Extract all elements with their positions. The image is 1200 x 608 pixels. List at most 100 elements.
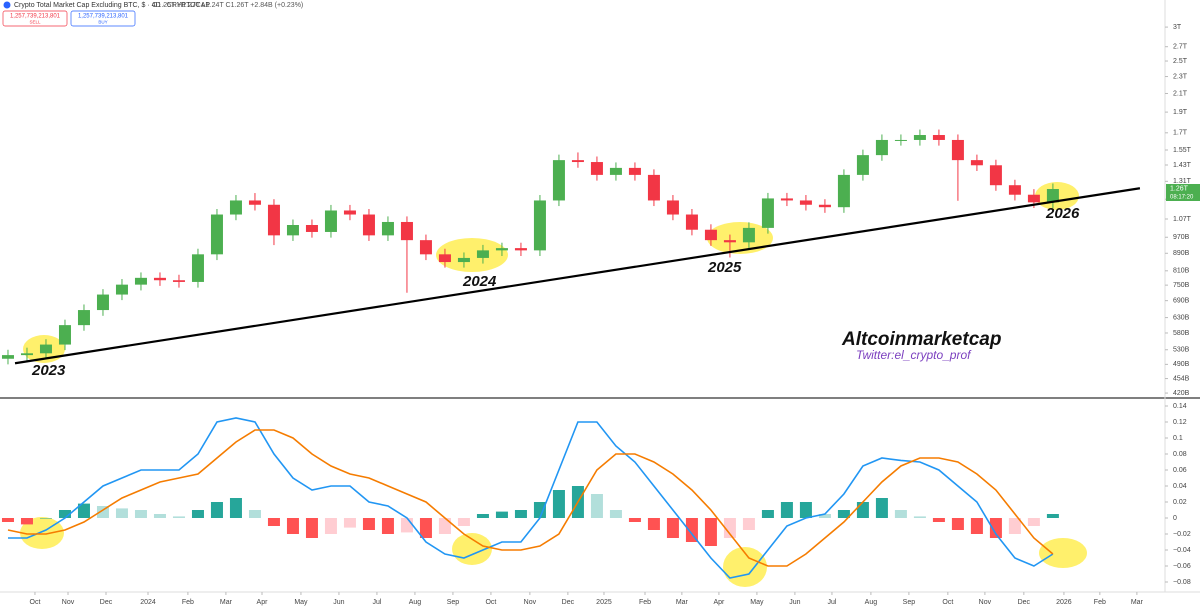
x-tick-label: Dec xyxy=(562,599,575,606)
histogram-bar xyxy=(780,502,793,518)
x-tick-label: Nov xyxy=(62,599,75,606)
y-tick-label: −0.08 xyxy=(1173,579,1191,586)
histogram-bar xyxy=(343,518,356,528)
candle-body xyxy=(913,135,926,140)
candle-body xyxy=(799,200,812,205)
candle-body xyxy=(609,167,622,175)
histogram-bar xyxy=(951,518,964,530)
candle-body xyxy=(172,280,185,282)
candle-body xyxy=(438,254,451,263)
candle-body xyxy=(837,174,850,208)
candle-body xyxy=(343,210,356,215)
x-tick-label: Oct xyxy=(30,599,41,606)
y-tick-label: 0.14 xyxy=(1173,403,1187,410)
y-tick-label: 0.1 xyxy=(1173,435,1183,442)
x-tick-label: Dec xyxy=(100,599,113,606)
x-tick-label: Jul xyxy=(372,599,381,606)
x-tick-label: Feb xyxy=(639,599,651,606)
x-tick-label: Oct xyxy=(942,599,953,606)
histogram-bar xyxy=(742,518,755,530)
y-tick-label: 1.7T xyxy=(1173,130,1188,137)
histogram-bar xyxy=(324,518,337,534)
histogram-bar xyxy=(20,518,33,525)
y-tick-label: 2.5T xyxy=(1173,58,1188,65)
x-tick-label: Aug xyxy=(409,599,422,606)
candle-body xyxy=(571,160,584,163)
candle-body xyxy=(685,214,698,230)
histogram-bar xyxy=(58,510,71,518)
y-tick-label: 690B xyxy=(1173,297,1190,304)
x-tick-label: Oct xyxy=(485,599,496,606)
y-tick-label: 0.06 xyxy=(1173,467,1187,474)
histogram-bar xyxy=(609,510,622,518)
candle-body xyxy=(324,210,337,232)
histogram-bar xyxy=(115,508,128,518)
sell-button[interactable] xyxy=(2,10,68,27)
symbol-icon xyxy=(3,1,11,9)
buy-button[interactable] xyxy=(70,10,136,27)
candle-body xyxy=(248,200,261,205)
y-tick-label: 0 xyxy=(1173,515,1177,522)
candle-body xyxy=(476,250,489,258)
candle-body xyxy=(115,284,128,295)
candle-body xyxy=(153,277,166,281)
candle-body xyxy=(96,294,109,311)
x-tick-label: May xyxy=(750,599,764,606)
y-tick-label: 1.07T xyxy=(1173,216,1192,223)
x-tick-label: Apr xyxy=(713,599,725,606)
histogram-bar xyxy=(533,502,546,518)
candle-body xyxy=(191,254,204,282)
x-tick-label: Jun xyxy=(789,599,800,606)
candle-body xyxy=(723,240,736,243)
histogram-bar xyxy=(894,510,907,518)
y-tick-label: 0.08 xyxy=(1173,451,1187,458)
candle-body xyxy=(932,135,945,140)
candle-body xyxy=(229,200,242,215)
histogram-bar xyxy=(172,516,185,518)
histogram-bar xyxy=(191,510,204,518)
candle-body xyxy=(286,225,299,236)
histogram-bar xyxy=(552,490,565,518)
y-tick-label: 420B xyxy=(1173,390,1190,397)
y-tick-label: 0.04 xyxy=(1173,483,1187,490)
histogram-bar xyxy=(438,518,451,534)
histogram-bar xyxy=(381,518,394,534)
histogram-bar xyxy=(856,502,869,518)
candle-body xyxy=(533,200,546,251)
y-tick-label: 490B xyxy=(1173,361,1190,368)
candle-body xyxy=(818,204,831,208)
candle-body xyxy=(457,257,470,263)
macd-line xyxy=(8,417,1054,579)
histogram-bar xyxy=(590,494,603,518)
candle-body xyxy=(77,310,90,326)
y-tick-label: −0.02 xyxy=(1173,531,1191,538)
annotation: 2024 xyxy=(462,273,497,290)
histogram-bar xyxy=(666,518,679,538)
x-tick-label: Nov xyxy=(524,599,537,606)
y-tick-label: 1.31T xyxy=(1173,178,1192,185)
x-tick-label: Feb xyxy=(182,599,194,606)
y-tick-label: 2.3T xyxy=(1173,73,1188,80)
price-tag-label: 1.26T xyxy=(1170,185,1189,192)
x-tick-label: Mar xyxy=(1131,599,1144,606)
chart-title: Crypto Total Market Cap Excluding BTC, $… xyxy=(14,2,210,9)
histogram-bar xyxy=(1008,518,1021,534)
histogram-bar xyxy=(1,518,14,522)
histogram-bar xyxy=(628,518,641,522)
price-tag xyxy=(1166,184,1200,193)
histogram-bar xyxy=(77,503,90,518)
macd-line xyxy=(7,429,1054,567)
x-tick-label: Sep xyxy=(903,599,916,606)
candle-body xyxy=(856,155,869,175)
histogram-bar xyxy=(362,518,375,530)
buy-price: 1,257,739,213,801 xyxy=(78,14,129,20)
candle-body xyxy=(590,162,603,175)
candle-body xyxy=(742,227,755,243)
trendline xyxy=(14,187,1141,365)
y-tick-label: 1.9T xyxy=(1173,109,1188,116)
x-tick-label: 2024 xyxy=(140,599,156,606)
candle-body xyxy=(20,353,33,356)
candle-body xyxy=(400,221,413,241)
candle-body xyxy=(362,214,375,236)
histogram-bar xyxy=(932,518,945,522)
